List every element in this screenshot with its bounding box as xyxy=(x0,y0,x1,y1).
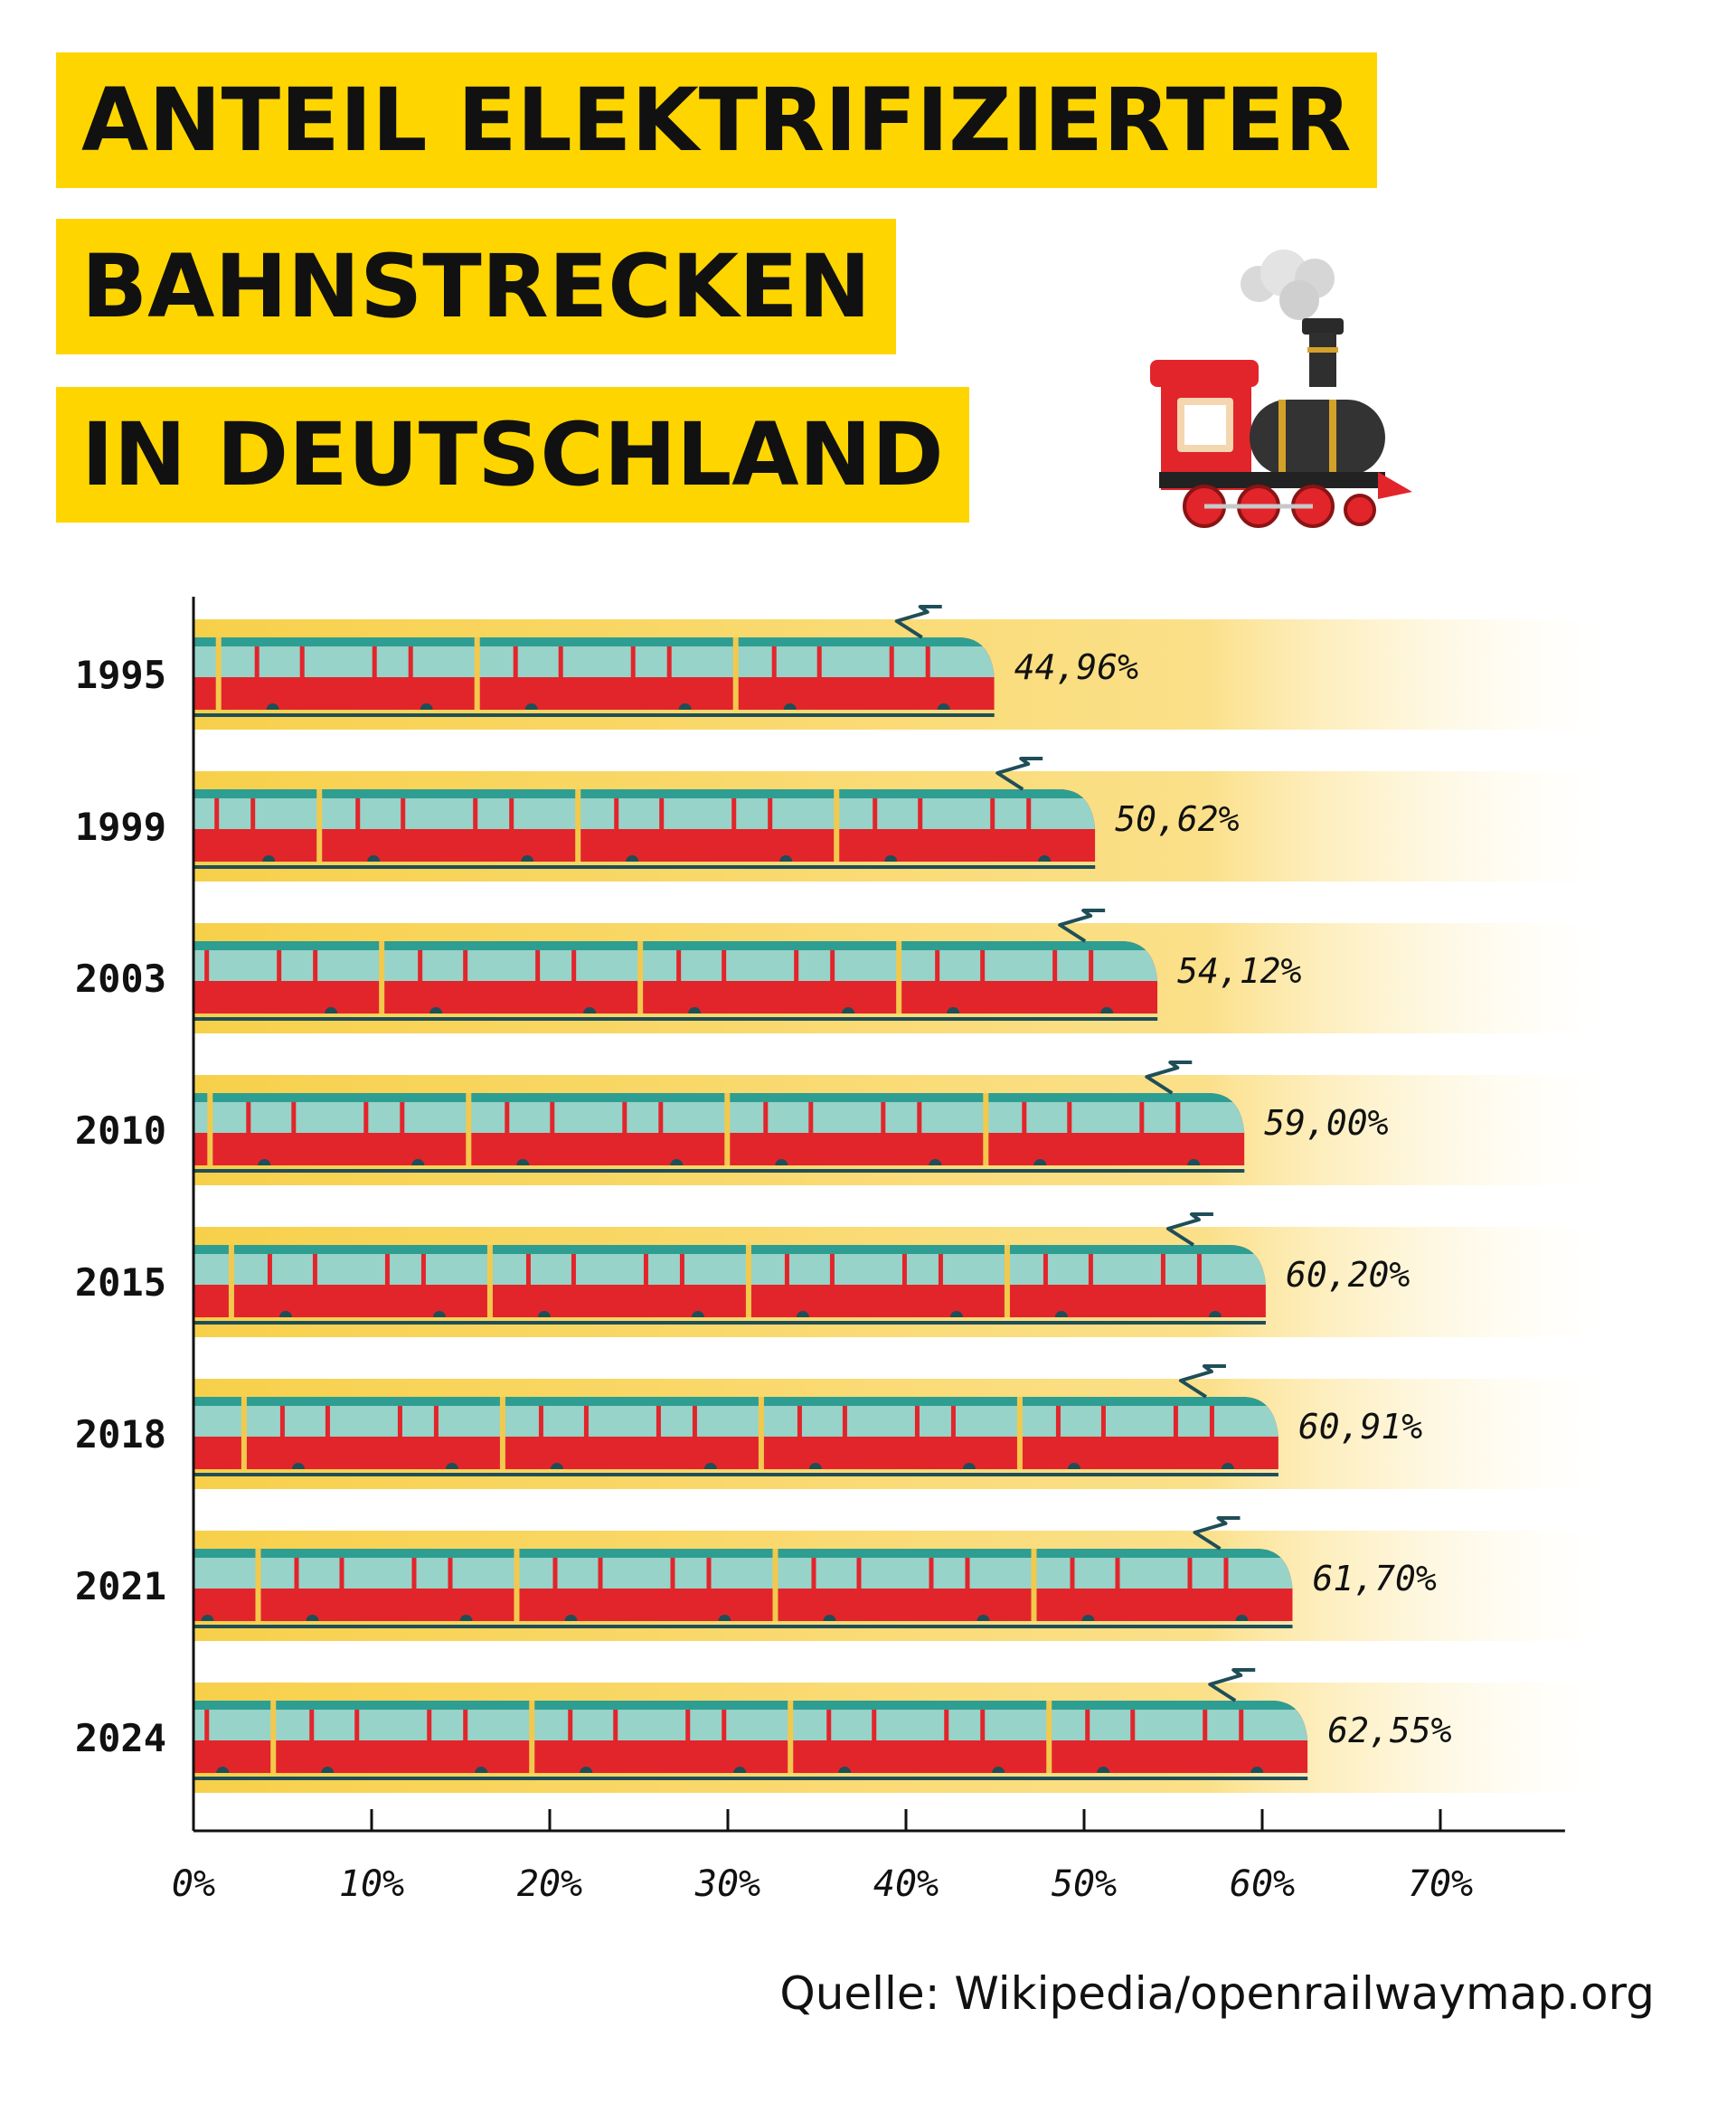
bar-rail xyxy=(193,1777,1308,1780)
value-label: 44,96% xyxy=(1014,647,1138,687)
bar-row-1995: 1995 44,96% xyxy=(75,605,1600,730)
value-label: 54,12% xyxy=(1177,951,1301,991)
value-label: 61,70% xyxy=(1312,1559,1436,1598)
x-tick-label: 70% xyxy=(1408,1863,1473,1905)
steam-locomotive-icon xyxy=(1150,250,1412,528)
bar-row-2015: 2015 60,20% xyxy=(75,1212,1600,1337)
pantograph-icon xyxy=(1193,1516,1241,1551)
source-note: Quelle: Wikipedia/openrailwaymap.org xyxy=(779,1967,1655,2020)
value-label: 60,91% xyxy=(1298,1407,1422,1447)
bar-rail xyxy=(193,1017,1158,1021)
pantograph-icon xyxy=(1208,1668,1256,1702)
category-label: 1999 xyxy=(75,805,166,849)
category-label: 2018 xyxy=(75,1412,166,1457)
bar-row-2021: 2021 61,70% xyxy=(75,1516,1600,1641)
category-label: 2003 xyxy=(75,957,166,1001)
bar-2021 xyxy=(193,1549,1293,1621)
value-label: 59,00% xyxy=(1264,1103,1388,1143)
value-label: 62,55% xyxy=(1327,1711,1451,1750)
bar-1995 xyxy=(193,637,995,710)
bar-2010 xyxy=(193,1093,1245,1165)
bar-rail xyxy=(193,865,1096,869)
category-label: 2021 xyxy=(75,1564,166,1608)
x-tick-label: 20% xyxy=(517,1863,582,1905)
bar-2024 xyxy=(193,1701,1308,1773)
x-tick-label: 50% xyxy=(1052,1863,1117,1905)
x-tick-label: 60% xyxy=(1230,1863,1295,1905)
x-tick-label: 30% xyxy=(694,1863,760,1905)
x-tick-label: 40% xyxy=(873,1863,939,1905)
bar-row-2024: 2024 62,55% xyxy=(75,1668,1600,1793)
category-label: 2015 xyxy=(75,1260,166,1305)
value-label: 50,62% xyxy=(1115,799,1239,839)
bar-row-1999: 1999 50,62% xyxy=(75,757,1600,882)
category-label: 1995 xyxy=(75,653,166,697)
x-tick-label: 0% xyxy=(172,1863,215,1905)
bar-row-2003: 2003 54,12% xyxy=(75,909,1600,1033)
bar-rail xyxy=(193,713,995,717)
title-line-3: IN DEUTSCHLAND xyxy=(56,387,969,523)
category-label: 2024 xyxy=(75,1716,166,1760)
pantograph-icon xyxy=(894,605,942,639)
pantograph-icon xyxy=(1178,1364,1226,1399)
bar-rail xyxy=(193,1625,1293,1628)
title-line-2: BAHNSTRECKEN xyxy=(56,219,897,354)
pantograph-icon xyxy=(1145,1061,1193,1095)
bar-rail xyxy=(193,1473,1278,1476)
value-label: 60,20% xyxy=(1286,1255,1410,1295)
title-line-1: ANTEIL ELEKTRIFIZIERTER xyxy=(56,52,1377,188)
category-label: 2010 xyxy=(75,1108,166,1153)
pantograph-icon xyxy=(1058,909,1106,943)
bar-rail xyxy=(193,1169,1245,1173)
bar-chart: 1995 44,96% 1999 50,62% 2003 54,12% 2010 59,00%… xyxy=(75,597,1600,1905)
bar-2018 xyxy=(193,1397,1278,1469)
x-tick-label: 10% xyxy=(339,1863,404,1905)
bar-2003 xyxy=(193,941,1158,1014)
bar-1999 xyxy=(193,789,1096,862)
bar-2015 xyxy=(193,1245,1266,1317)
pantograph-icon xyxy=(1165,1212,1213,1247)
bar-row-2018: 2018 60,91% xyxy=(75,1364,1600,1489)
pantograph-icon xyxy=(995,757,1043,791)
bar-row-2010: 2010 59,00% xyxy=(75,1061,1600,1185)
bar-rail xyxy=(193,1321,1266,1325)
